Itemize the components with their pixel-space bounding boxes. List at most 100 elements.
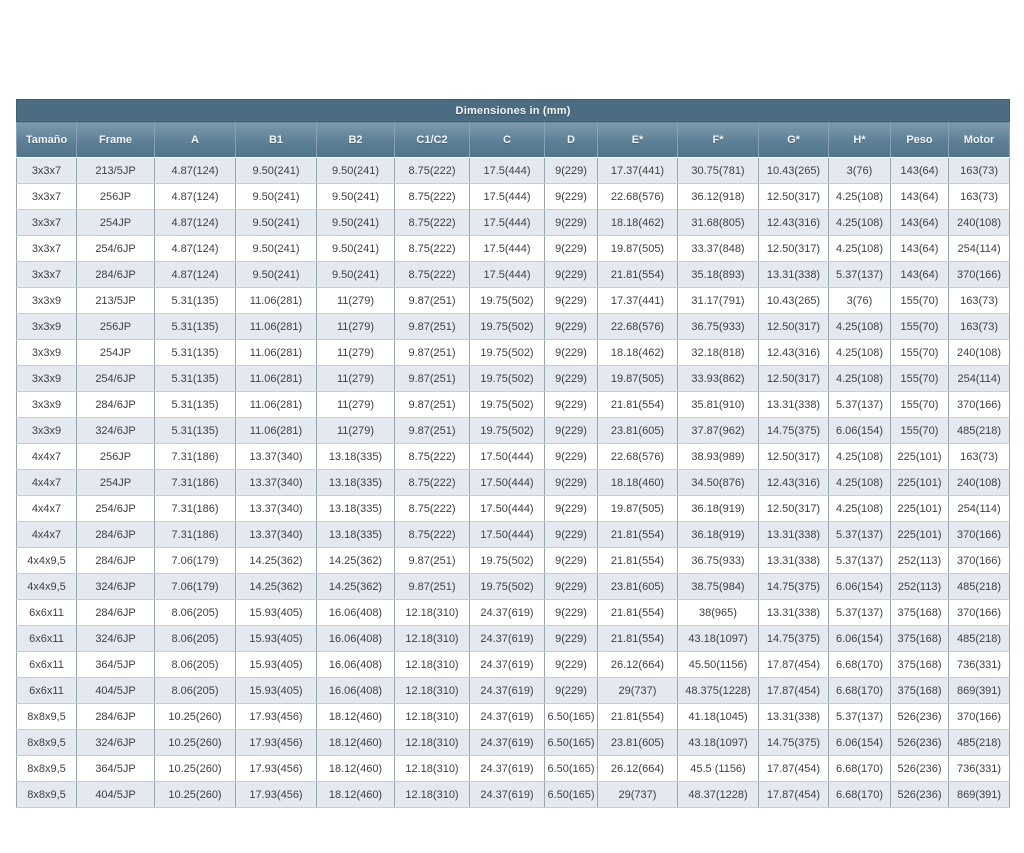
column-header-c: C bbox=[469, 121, 545, 158]
table-cell: 869(391) bbox=[947, 677, 1011, 704]
table-cell: 8x8x9,5 bbox=[16, 703, 77, 730]
column-header-motor: Motor bbox=[947, 121, 1011, 158]
table-row: 6x6x11 404/5JP 8.06(205) 15.93(405) 16.06(40… bbox=[16, 677, 1011, 704]
table-cell: 9(229) bbox=[544, 677, 598, 704]
table-cell: 163(73) bbox=[947, 287, 1011, 314]
table-cell: 254/6JP bbox=[76, 235, 155, 262]
table-cell: 13.31(338) bbox=[758, 261, 829, 288]
table-cell: 9.87(251) bbox=[394, 339, 470, 366]
table-cell: 5.37(137) bbox=[828, 703, 891, 730]
table-cell: 9.50(241) bbox=[316, 235, 395, 262]
table-cell: 48.37(1228) bbox=[677, 781, 759, 808]
table-cell: 240(108) bbox=[947, 469, 1011, 496]
table-cell: 38.75(984) bbox=[677, 573, 759, 600]
table-row: 8x8x9,5 364/5JP 10.25(260) 17.93(456) 18.12(… bbox=[16, 755, 1011, 782]
table-cell: 254(114) bbox=[947, 235, 1011, 262]
table-cell: 6.50(165) bbox=[544, 781, 598, 808]
table-cell: 13.18(335) bbox=[316, 495, 395, 522]
table-cell: 3x3x9 bbox=[16, 287, 77, 314]
table-cell: 284/6JP bbox=[76, 599, 155, 626]
table-cell: 324/6JP bbox=[76, 573, 155, 600]
table-cell: 4x4x7 bbox=[16, 469, 77, 496]
table-cell: 36.75(933) bbox=[677, 313, 759, 340]
table-cell: 3x3x9 bbox=[16, 313, 77, 340]
table-cell: 36.12(918) bbox=[677, 183, 759, 210]
table-cell: 8.75(222) bbox=[394, 157, 470, 184]
table-cell: 254JP bbox=[76, 339, 155, 366]
table-cell: 324/6JP bbox=[76, 729, 155, 756]
table-cell: 18.18(462) bbox=[597, 339, 678, 366]
table-cell: 225(101) bbox=[890, 443, 949, 470]
table-cell: 12.18(310) bbox=[394, 729, 470, 756]
table-cell: 8.75(222) bbox=[394, 261, 470, 288]
table-cell: 8.75(222) bbox=[394, 495, 470, 522]
table-cell: 9.87(251) bbox=[394, 417, 470, 444]
table-cell: 485(218) bbox=[947, 625, 1011, 652]
table-cell: 21.81(554) bbox=[597, 625, 678, 652]
table-cell: 17.5(444) bbox=[469, 209, 545, 236]
table-cell: 15.93(405) bbox=[235, 599, 317, 626]
table-cell: 155(70) bbox=[890, 339, 949, 366]
table-cell: 4x4x7 bbox=[16, 521, 77, 548]
table-cell: 11(279) bbox=[316, 391, 395, 418]
table-cell: 24.37(619) bbox=[469, 703, 545, 730]
table-cell: 8.75(222) bbox=[394, 209, 470, 236]
table-cell: 31.68(805) bbox=[677, 209, 759, 236]
table-cell: 12.50(317) bbox=[758, 443, 829, 470]
table-row: 3x3x7 256JP 4.87(124) 9.50(241) 9.50(241) 8.7… bbox=[16, 183, 1011, 210]
table-row: 8x8x9,5 284/6JP 10.25(260) 17.93(456) 18.12(… bbox=[16, 703, 1011, 730]
table-cell: 4x4x9,5 bbox=[16, 573, 77, 600]
table-cell: 7.31(186) bbox=[154, 521, 236, 548]
table-cell: 17.50(444) bbox=[469, 521, 545, 548]
column-header-tama-o: Tamaño bbox=[16, 121, 77, 158]
table-cell: 5.31(135) bbox=[154, 391, 236, 418]
table-cell: 17.87(454) bbox=[758, 651, 829, 678]
table-cell: 284/6JP bbox=[76, 703, 155, 730]
column-header-peso: Peso bbox=[890, 121, 949, 158]
table-cell: 9.50(241) bbox=[316, 183, 395, 210]
table-cell: 6.06(154) bbox=[828, 573, 891, 600]
table-cell: 10.25(260) bbox=[154, 781, 236, 808]
table-cell: 6.50(165) bbox=[544, 703, 598, 730]
table-cell: 7.06(179) bbox=[154, 573, 236, 600]
table-cell: 3x3x7 bbox=[16, 209, 77, 236]
table-cell: 5.37(137) bbox=[828, 391, 891, 418]
table-cell: 9(229) bbox=[544, 157, 598, 184]
table-cell: 8x8x9,5 bbox=[16, 729, 77, 756]
table-cell: 5.31(135) bbox=[154, 339, 236, 366]
table-cell: 9.50(241) bbox=[316, 261, 395, 288]
column-header-a: A bbox=[154, 121, 236, 158]
table-row: 3x3x7 284/6JP 4.87(124) 9.50(241) 9.50(241) 8… bbox=[16, 261, 1011, 288]
table-cell: 254/6JP bbox=[76, 495, 155, 522]
table-cell: 19.87(505) bbox=[597, 495, 678, 522]
table-cell: 9(229) bbox=[544, 339, 598, 366]
table-cell: 8.06(205) bbox=[154, 651, 236, 678]
table-cell: 284/6JP bbox=[76, 521, 155, 548]
table-cell: 29(737) bbox=[597, 781, 678, 808]
table-cell: 37.87(962) bbox=[677, 417, 759, 444]
column-header-frame: Frame bbox=[76, 121, 155, 158]
table-cell: 21.81(554) bbox=[597, 391, 678, 418]
column-header-b2: B2 bbox=[316, 121, 395, 158]
table-cell: 284/6JP bbox=[76, 547, 155, 574]
table-cell: 17.50(444) bbox=[469, 469, 545, 496]
table-cell: 17.93(456) bbox=[235, 755, 317, 782]
table-cell: 13.37(340) bbox=[235, 521, 317, 548]
table-cell: 22.68(576) bbox=[597, 443, 678, 470]
table-cell: 4.25(108) bbox=[828, 443, 891, 470]
table-cell: 18.18(460) bbox=[597, 469, 678, 496]
header-row: Tamaño Frame A B1 B2 C1/C2 C D E* F* G* H* Peso Motor bbox=[16, 121, 1011, 158]
table-cell: 19.75(502) bbox=[469, 391, 545, 418]
table-title: Dimensiones in (mm) bbox=[15, 99, 1011, 122]
table-cell: 8.75(222) bbox=[394, 521, 470, 548]
table-cell: 14.75(375) bbox=[758, 573, 829, 600]
table-cell: 21.81(554) bbox=[597, 547, 678, 574]
table-cell: 5.31(135) bbox=[154, 417, 236, 444]
table-cell: 9(229) bbox=[544, 443, 598, 470]
table-cell: 12.50(317) bbox=[758, 183, 829, 210]
table-cell: 364/5JP bbox=[76, 651, 155, 678]
table-cell: 19.75(502) bbox=[469, 573, 545, 600]
table-cell: 370(166) bbox=[947, 703, 1011, 730]
table-cell: 284/6JP bbox=[76, 261, 155, 288]
table-cell: 35.81(910) bbox=[677, 391, 759, 418]
